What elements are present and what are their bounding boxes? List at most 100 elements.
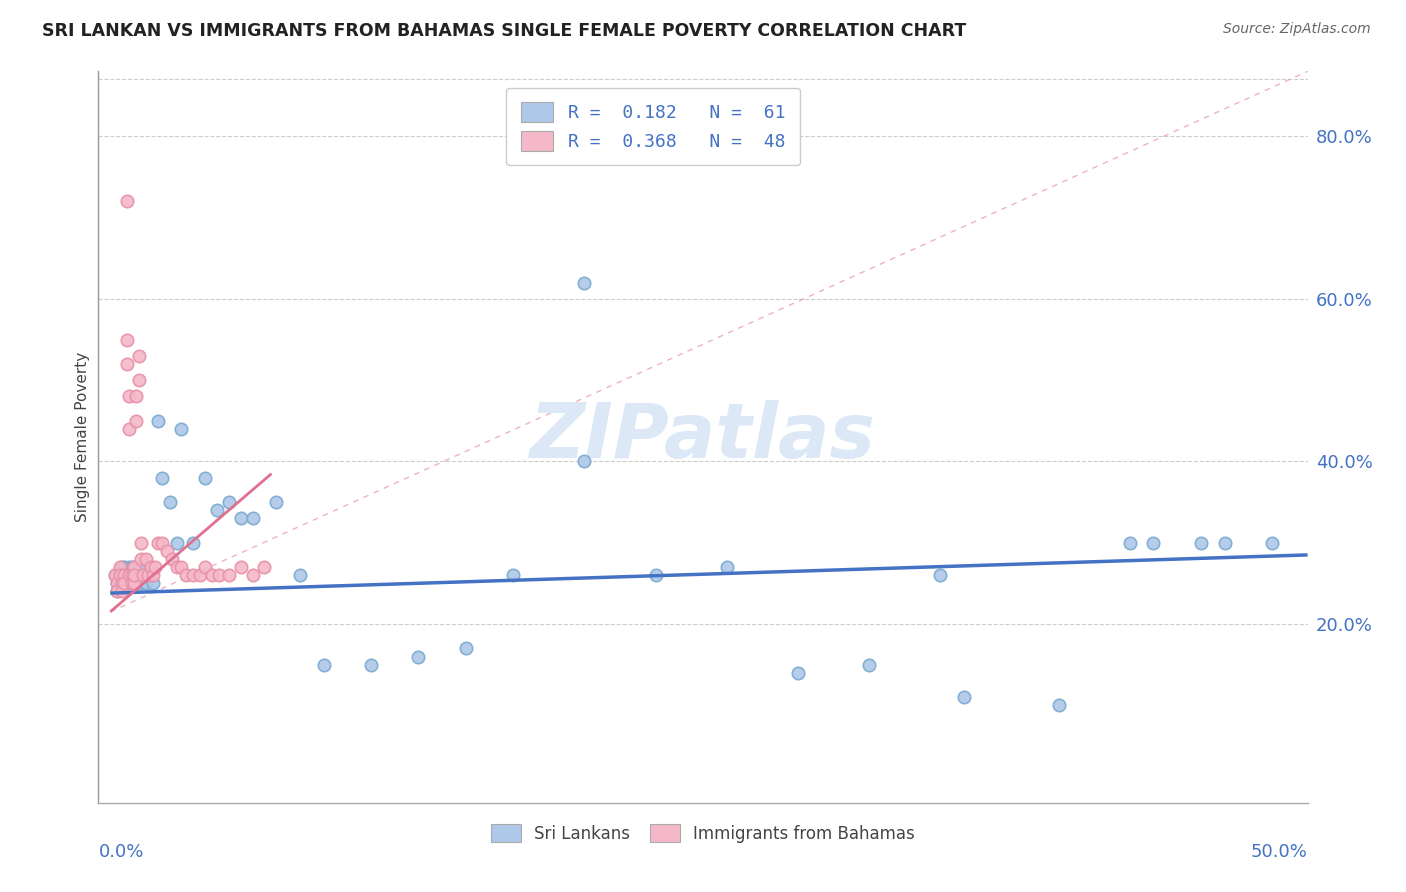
Point [139, 560, 162, 574]
Point [502, 568, 524, 582]
Point [242, 568, 264, 582]
Point [121, 576, 143, 591]
Point [142, 568, 165, 582]
Point [181, 535, 204, 549]
Point [115, 568, 138, 582]
Point [1119, 535, 1142, 549]
Point [129, 535, 152, 549]
Point [122, 568, 145, 582]
Point [121, 576, 143, 591]
Point [114, 576, 136, 591]
Point [115, 333, 138, 347]
Point [118, 422, 141, 436]
Point [253, 560, 276, 574]
Point [159, 495, 181, 509]
Point [929, 568, 952, 582]
Point [132, 560, 155, 574]
Point [122, 576, 145, 591]
Point [1213, 535, 1236, 549]
Point [108, 576, 131, 591]
Point [716, 560, 738, 574]
Point [121, 568, 143, 582]
Point [111, 568, 134, 582]
Point [454, 641, 477, 656]
Point [201, 568, 224, 582]
Point [115, 357, 138, 371]
Point [125, 576, 148, 591]
Point [408, 649, 430, 664]
Text: 50.0%: 50.0% [1251, 843, 1308, 861]
Point [952, 690, 974, 705]
Point [105, 584, 128, 599]
Point [139, 560, 162, 574]
Point [128, 560, 150, 574]
Point [786, 665, 808, 680]
Point [156, 544, 179, 558]
Point [128, 373, 150, 387]
Point [122, 576, 145, 591]
Point [166, 535, 188, 549]
Point [129, 552, 152, 566]
Point [111, 560, 134, 574]
Point [118, 560, 141, 574]
Point [105, 576, 128, 591]
Point [143, 560, 166, 574]
Point [115, 194, 138, 209]
Point [125, 389, 148, 403]
Point [170, 560, 193, 574]
Point [1261, 535, 1284, 549]
Point [574, 276, 596, 290]
Point [174, 568, 197, 582]
Point [146, 535, 169, 549]
Point [136, 568, 159, 582]
Point [125, 568, 148, 582]
Point [128, 349, 150, 363]
Y-axis label: Single Female Poverty: Single Female Poverty [75, 352, 90, 522]
Point [218, 495, 240, 509]
Point [1189, 535, 1212, 549]
Text: Source: ZipAtlas.com: Source: ZipAtlas.com [1223, 22, 1371, 37]
Point [312, 657, 335, 672]
Point [208, 568, 231, 582]
Text: 0.0%: 0.0% [98, 843, 143, 861]
Point [108, 560, 131, 574]
Point [118, 568, 141, 582]
Point [108, 568, 131, 582]
Point [111, 584, 134, 599]
Point [115, 576, 138, 591]
Point [858, 657, 880, 672]
Point [146, 414, 169, 428]
Point [122, 568, 145, 582]
Point [229, 560, 252, 574]
Point [118, 389, 141, 403]
Point [122, 560, 145, 574]
Point [135, 552, 157, 566]
Point [128, 568, 150, 582]
Point [1142, 535, 1164, 549]
Point [160, 552, 183, 566]
Point [152, 535, 174, 549]
Point [218, 568, 240, 582]
Point [125, 414, 148, 428]
Point [190, 568, 212, 582]
Point [121, 560, 143, 574]
Point [129, 576, 152, 591]
Point [114, 560, 136, 574]
Point [242, 511, 264, 525]
Point [142, 576, 165, 591]
Point [104, 568, 127, 582]
Point [152, 471, 174, 485]
Point [111, 576, 134, 591]
Legend: Sri Lankans, Immigrants from Bahamas: Sri Lankans, Immigrants from Bahamas [484, 817, 922, 849]
Point [574, 454, 596, 468]
Point [136, 568, 159, 582]
Point [118, 568, 141, 582]
Point [194, 471, 217, 485]
Point [122, 560, 145, 574]
Point [264, 495, 287, 509]
Point [135, 576, 157, 591]
Point [181, 568, 204, 582]
Point [288, 568, 311, 582]
Point [1047, 698, 1070, 713]
Point [108, 568, 131, 582]
